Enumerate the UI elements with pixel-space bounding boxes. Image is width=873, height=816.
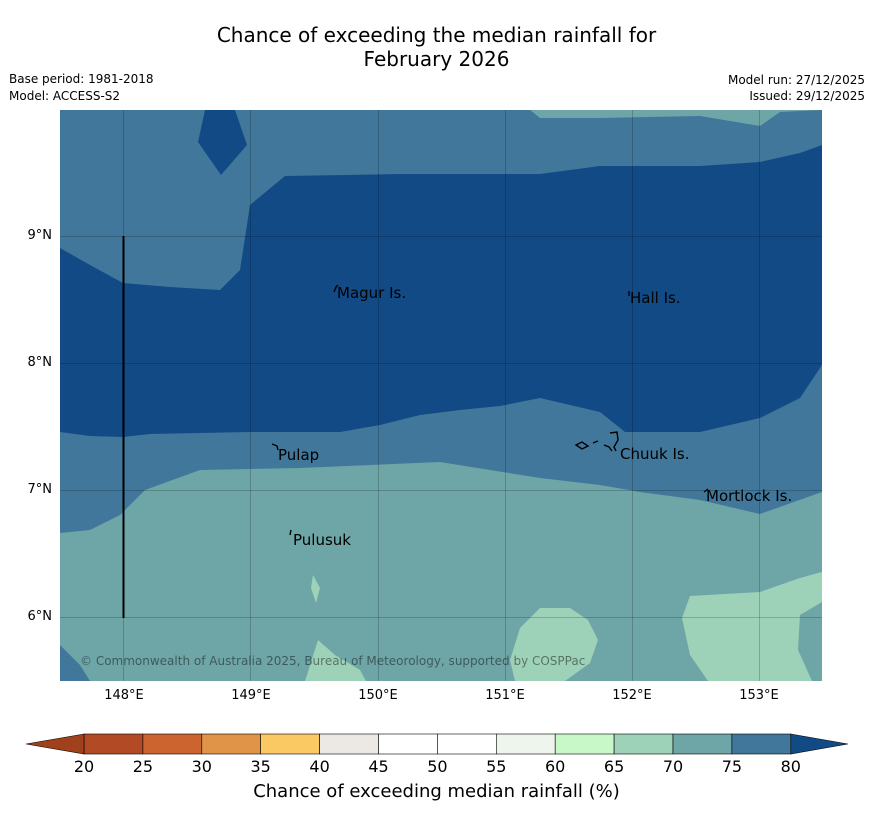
map-title-line2: February 2026 bbox=[363, 47, 510, 71]
zone-70-75-top bbox=[530, 110, 822, 126]
x-tick-153: 153°E bbox=[739, 688, 779, 703]
x-tick-151: 151°E bbox=[485, 688, 525, 703]
colorbar-segment bbox=[554, 733, 615, 755]
colorbar-segment bbox=[260, 733, 320, 755]
colorbar-label: 30 bbox=[191, 757, 212, 776]
place-chuuk: Chuuk Is. bbox=[620, 445, 689, 463]
colorbar-label: 45 bbox=[368, 757, 389, 776]
colorbar-segment bbox=[672, 733, 733, 755]
colorbar-label: 20 bbox=[73, 757, 95, 776]
colorbar-label: 80 bbox=[780, 757, 801, 776]
place-hall: Hall Is. bbox=[630, 289, 681, 307]
y-tick-6n: 6°N bbox=[27, 609, 53, 624]
colorbar-segment bbox=[201, 733, 262, 755]
colorbar-label: 50 bbox=[427, 757, 448, 776]
x-tick-152: 152°E bbox=[612, 688, 652, 703]
zone-65-70-b bbox=[682, 572, 822, 681]
y-tick-7n: 7°N bbox=[27, 482, 53, 497]
colorbar-label: 35 bbox=[250, 757, 271, 776]
colorbar bbox=[25, 733, 849, 755]
x-tick-148: 148°E bbox=[104, 688, 144, 703]
island-outlines bbox=[271, 284, 709, 536]
place-pulap: Pulap bbox=[278, 446, 319, 464]
colorbar-label: 40 bbox=[309, 757, 330, 776]
colorbar-label: 60 bbox=[545, 757, 566, 776]
colorbar-label: 75 bbox=[721, 757, 743, 776]
colorbar-label: 70 bbox=[662, 757, 684, 776]
colorbar-segment bbox=[495, 733, 556, 755]
colorbar-segment bbox=[378, 733, 438, 755]
y-tick-8n: 8°N bbox=[27, 355, 53, 370]
colorbar-label: 65 bbox=[603, 757, 625, 776]
colorbar-segment bbox=[731, 733, 792, 755]
x-tick-149: 149°E bbox=[231, 688, 271, 703]
colorbar-title: Chance of exceeding median rainfall (%) bbox=[253, 781, 620, 802]
colorbar-segment bbox=[319, 733, 379, 755]
place-mortlock: Mortlock Is. bbox=[706, 487, 792, 505]
zone-65-70-d bbox=[311, 575, 320, 603]
zone-80-plus bbox=[60, 145, 822, 437]
colorbar-label: 25 bbox=[132, 757, 154, 776]
zone-75-80-corner bbox=[60, 645, 90, 681]
colorbar-low-extend bbox=[25, 733, 85, 755]
y-tick-9n: 9°N bbox=[27, 228, 53, 243]
colorbar-segment bbox=[83, 733, 144, 755]
copyright-notice: © Commonwealth of Australia 2025, Bureau… bbox=[80, 654, 585, 668]
zone-65-70-c bbox=[305, 640, 366, 681]
zone-65-70-a bbox=[510, 608, 598, 681]
colorbar-segment bbox=[437, 733, 497, 755]
colorbar-segment bbox=[613, 733, 674, 755]
model-name: Model: ACCESS-S2 bbox=[9, 89, 121, 103]
place-pulusuk: Pulusuk bbox=[293, 531, 351, 549]
x-tick-150: 150°E bbox=[358, 688, 398, 703]
colorbar-high-extend bbox=[790, 733, 849, 755]
model-run: Model run: 27/12/2025 bbox=[727, 73, 865, 87]
issued-date: Issued: 29/12/2025 bbox=[749, 89, 865, 103]
colorbar-segment bbox=[142, 733, 203, 755]
colorbar-label: 55 bbox=[486, 757, 507, 776]
map-title-line1: Chance of exceeding the median rainfall … bbox=[216, 23, 657, 47]
zone-80-plus-wedge bbox=[198, 110, 247, 175]
place-magur: Magur Is. bbox=[337, 284, 406, 302]
base-period: Base period: 1981-2018 bbox=[9, 72, 154, 86]
